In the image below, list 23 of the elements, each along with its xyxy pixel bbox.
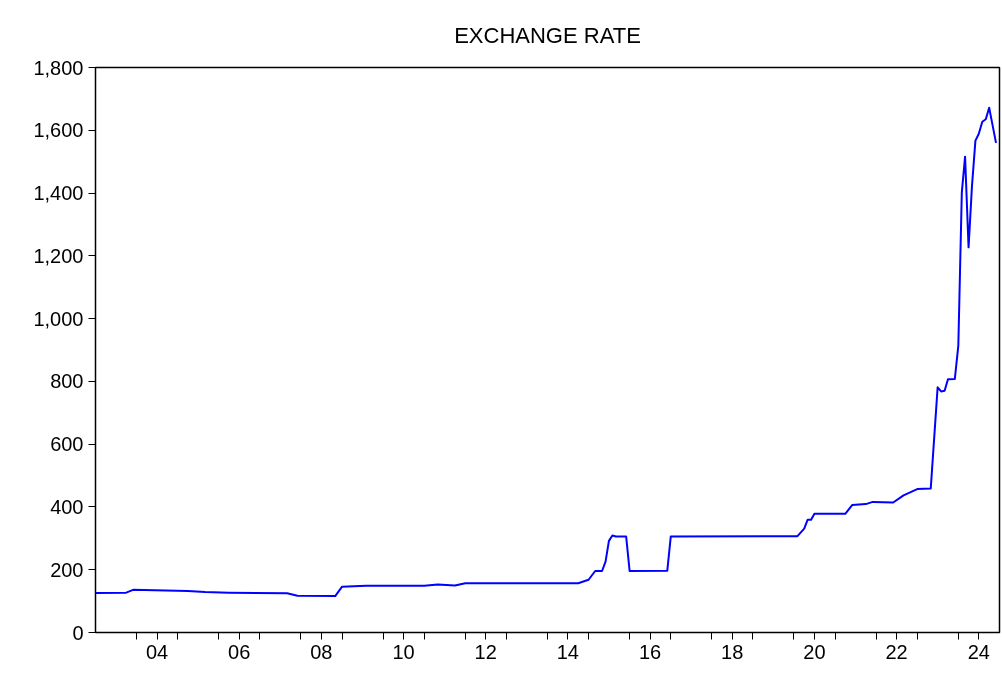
x-tick-label: 18 <box>721 640 744 663</box>
x-tick-label: 22 <box>885 640 908 663</box>
x-tick-label: 14 <box>556 640 579 663</box>
y-tick-label: 1,000 <box>33 307 84 330</box>
x-tick-label: 04 <box>145 640 169 663</box>
y-tick-label: 200 <box>50 558 84 581</box>
x-tick-label: 16 <box>638 640 662 663</box>
x-tick-label: 24 <box>967 640 990 663</box>
chart-title: EXCHANGE RATE <box>454 22 641 48</box>
x-tick-label: 08 <box>310 640 333 663</box>
y-tick-label: 1,600 <box>33 119 84 142</box>
y-tick-label: 800 <box>50 370 84 393</box>
x-tick-label: 20 <box>803 640 826 663</box>
x-tick-label: 12 <box>474 640 497 663</box>
y-tick-label: 1,200 <box>33 244 84 267</box>
x-tick-label: 06 <box>228 640 251 663</box>
y-tick-label: 1,800 <box>33 56 84 79</box>
y-tick-label: 400 <box>50 495 84 518</box>
y-tick-label: 600 <box>50 433 84 456</box>
line-series <box>95 106 998 598</box>
y-tick-label: 0 <box>72 621 84 644</box>
x-tick-label: 10 <box>392 640 415 663</box>
y-tick-label: 1,400 <box>33 182 84 205</box>
